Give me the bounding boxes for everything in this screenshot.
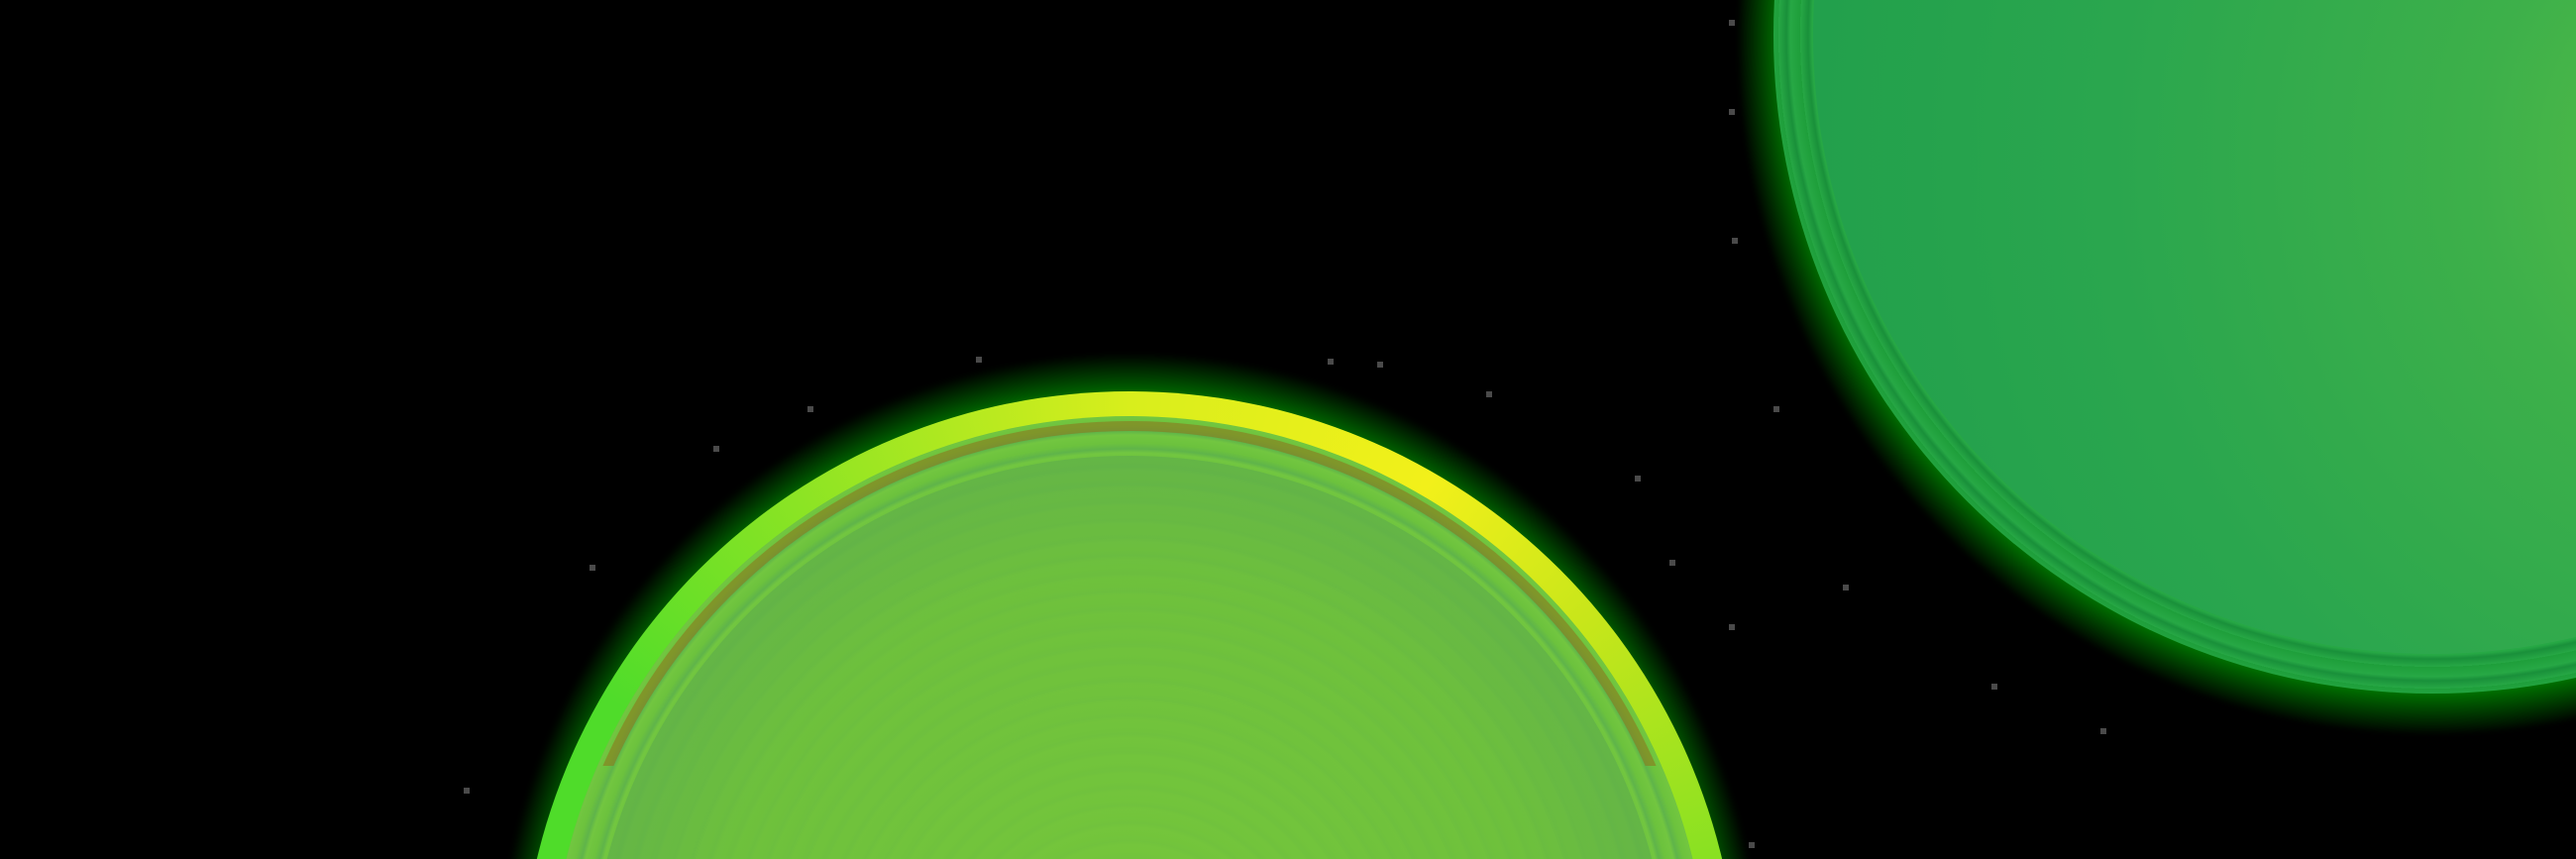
noise-speckle (2100, 728, 2106, 734)
noise-speckle (1843, 585, 1849, 591)
noise-speckle (1328, 359, 1334, 365)
noise-speckle (1486, 391, 1492, 397)
noise-speckle (464, 788, 470, 794)
noise-speckle (590, 565, 595, 571)
noise-speckle (1991, 684, 1997, 690)
noise-speckle (1729, 20, 1735, 26)
right-blob-core (1813, 0, 2576, 654)
noise-speckle (1773, 406, 1779, 412)
noise-speckle (976, 357, 982, 363)
noise-speckle (1732, 238, 1738, 244)
noise-speckle (1729, 624, 1735, 630)
noise-speckle (1377, 362, 1383, 368)
noise-speckle (1729, 109, 1735, 115)
noise-speckle (1669, 560, 1675, 566)
noise-speckle (1635, 476, 1641, 482)
noise-speckle (807, 406, 813, 412)
noise-speckle (1749, 842, 1755, 848)
noise-speckle (713, 446, 719, 452)
